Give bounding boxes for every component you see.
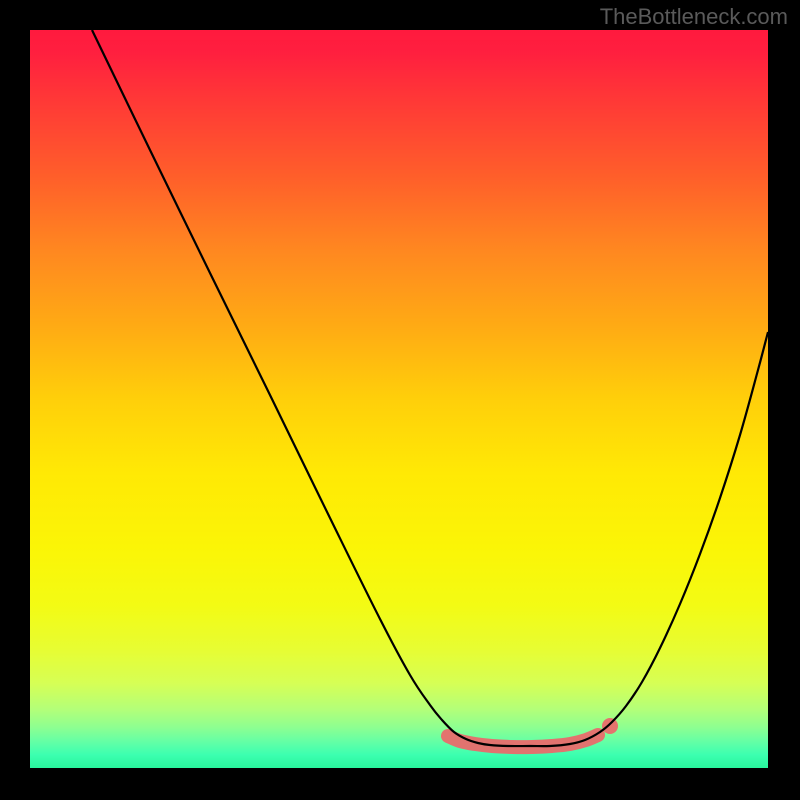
v-curve-path bbox=[92, 30, 768, 746]
chart-container: TheBottleneck.com bbox=[0, 0, 800, 800]
plot-area bbox=[30, 30, 768, 768]
watermark-text: TheBottleneck.com bbox=[600, 4, 788, 30]
bottleneck-curve bbox=[30, 30, 768, 768]
valley-highlight-dot bbox=[602, 718, 618, 734]
